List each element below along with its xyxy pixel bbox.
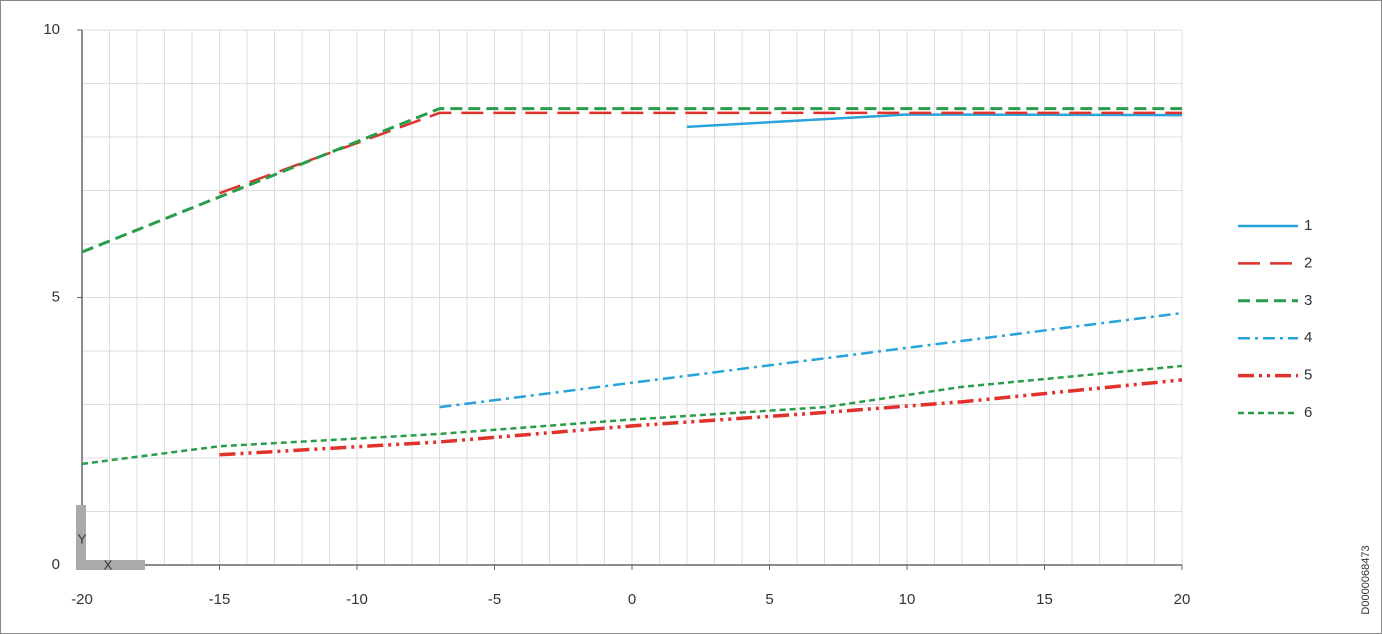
y-tick-label: 0 [52,556,60,573]
document-id: D0000068473 [1360,545,1372,614]
x-tick-label: -10 [346,591,368,608]
x-tick-label: 10 [899,591,916,608]
x-tick-label: 15 [1036,591,1053,608]
legend-label: 6 [1304,404,1312,421]
x-tick-label: 0 [628,591,636,608]
y-tick-label: 5 [52,288,60,305]
y-tick-label: 10 [43,21,60,38]
series-line [81,107,1182,254]
legend-label: 1 [1304,217,1312,234]
series-line [219,378,1183,457]
series-line [686,113,1183,129]
legend-label: 2 [1304,254,1312,271]
x-tick-label: -5 [488,591,501,608]
x-tick-label: -15 [209,591,231,608]
x-tick-label: 5 [765,591,773,608]
series-line [81,364,1183,466]
legend-label: 4 [1304,329,1312,346]
legend-label: 5 [1304,367,1312,384]
axis-icon [76,560,145,570]
axis-icon-label: X [104,557,113,572]
x-tick-label: -20 [71,591,93,608]
legend-label: 3 [1304,292,1312,309]
axis-icon [76,505,86,570]
axis-icon-label: Y [78,531,87,546]
x-tick-label: 20 [1174,591,1191,608]
